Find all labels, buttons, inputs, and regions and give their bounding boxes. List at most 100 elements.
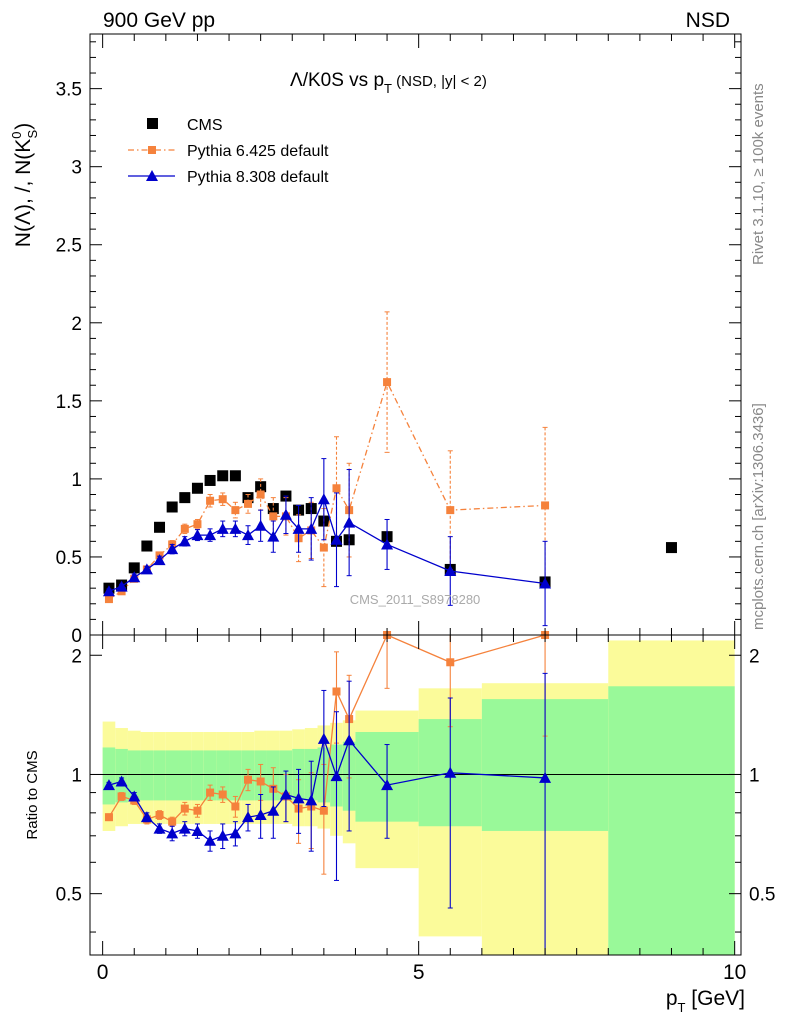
y-axis-label-close: ) [12,123,35,130]
main-point-py8 [153,554,166,566]
legend-label-py8: Pythia 8.308 default [187,169,329,186]
x-tick-label: 10 [723,961,746,984]
main-point-cms [229,470,241,482]
main-point-py8 [267,530,280,542]
watermark: CMS_2011_S8978280 [350,592,481,607]
main-point-py8 [444,564,457,576]
ratio-band-inner [216,750,230,801]
main-y-tick-label: 0.5 [56,548,82,569]
main-point-py8 [216,522,229,534]
main-point-py8 [254,519,267,531]
main-point-cms [217,470,229,482]
main-y-tick-label: 2 [71,314,82,335]
chart-title-sub: T [384,81,392,96]
chart-title-main: Λ/K0S vs p [290,70,384,91]
main-point-py6 [104,595,113,604]
ratio-point-py6 [256,777,265,786]
ratio-point-py8 [166,827,179,839]
ratio-band-inner [178,750,192,801]
ratio-frame [89,634,742,956]
main-point-py6 [244,499,253,508]
axes: 0 0.5 1 1.5 2 2.5 3 3.5 0 5 10 0.5 0.5 1 1 2 2 [56,33,775,984]
chart-title-suffix: (NSD, |y| < 2) [392,73,487,90]
x-tick-label: 0 [97,961,109,984]
ratio-point-py8 [115,775,128,787]
main-point-py6 [383,378,392,387]
ratio-point-py8 [254,808,267,820]
main-point-py6 [541,501,550,510]
ratio-point-py8 [229,827,242,839]
ratio-y-tick-label-right: 1 [749,765,760,786]
main-point-py8 [128,571,141,583]
ratio-point-py6 [319,806,328,815]
main-point-py8 [381,538,394,550]
ratio-point-py8 [444,766,457,778]
main-point-py8 [330,533,343,545]
ratio-y-tick-label-left: 2 [71,646,82,667]
ratio-band-inner [153,750,166,801]
legend: CMS Pythia 6.425 default Pythia 8.308 de… [128,117,329,186]
x-axis-label-unit: [GeV] [685,987,745,1010]
main-point-py8 [343,516,356,528]
ratio-point-py6 [193,806,202,815]
main-point-py8 [166,543,179,555]
ratio-point-py8 [343,734,356,746]
ratio-point-py8 [102,779,115,791]
ratio-point-py6 [104,813,113,822]
header-right: NSD [686,9,730,32]
main-point-py8 [317,493,330,505]
ratio-point-py8 [539,771,552,783]
ratio-data-marks [102,631,552,956]
ratio-y-tick-label-left: 0.5 [56,885,82,906]
ratio-point-py8 [292,792,305,804]
ratio-band-inner [127,750,141,801]
legend-label-py6: Pythia 6.425 default [187,143,329,160]
main-point-cms [141,540,153,552]
ratio-band-inner [191,750,204,801]
y-axis-label-sub: S [25,129,40,138]
main-point-cms [665,542,677,554]
ratio-point-py8 [267,804,280,816]
main-point-py8 [242,529,255,541]
main-point-cms [242,492,254,504]
legend-marker-cms [147,118,158,129]
ratio-point-py6 [244,775,253,784]
main-point-cms [154,521,166,533]
main-point-py6 [206,496,215,505]
ratio-band-inner [203,750,217,801]
main-point-py6 [319,543,328,552]
ratio-uncertainty-bands [90,640,741,955]
main-point-cms [179,492,191,504]
main-point-py6 [332,484,341,493]
ratio-band-inner [140,750,154,801]
ratio-y-axis-label: Ratio to CMS [24,750,41,839]
main-point-cms [166,501,178,513]
main-point-cms [128,562,140,574]
main-y-tick-label: 3 [71,158,82,179]
ratio-y-tick-label-left: 1 [71,765,82,786]
x-axis-label: pT [GeV] [666,987,745,1015]
main-point-py6 [256,490,265,499]
header-left: 900 GeV pp [103,9,215,32]
main-point-py8 [191,529,204,541]
ratio-point-py6 [168,817,177,826]
main-point-py8 [140,563,153,575]
ratio-point-py8 [305,794,318,806]
main-y-tick-label: 0 [71,626,82,647]
main-y-tick-label: 3.5 [56,80,82,101]
main-point-py6 [231,506,240,515]
main-point-py6 [193,520,202,529]
x-axis-label-main: p [666,987,678,1010]
main-y-tick-label: 1 [71,470,82,491]
ratio-point-py8 [317,732,330,744]
main-point-py6 [218,495,227,504]
main-point-py8 [539,577,552,589]
ratio-band-inner [165,750,179,801]
ratio-band-inner [608,686,735,955]
side-text-top: Rivet 3.1.10, ≥ 100k events [750,83,767,265]
ratio-point-py6 [332,687,341,696]
main-point-py8 [204,529,217,541]
main-point-py8 [178,535,191,547]
x-tick-label: 5 [413,961,425,984]
